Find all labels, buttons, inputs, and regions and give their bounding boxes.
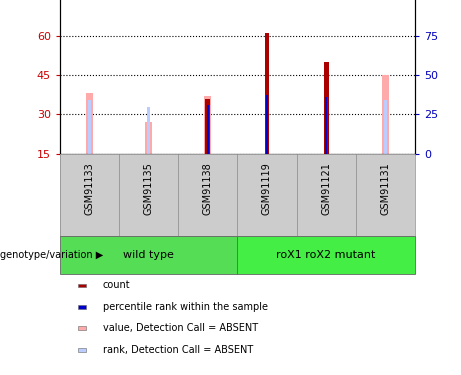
Text: count: count [102,280,130,291]
Bar [204,96,212,154]
Bar [382,75,389,154]
Text: roX1 roX2 mutant: roX1 roX2 mutant [277,250,376,260]
Text: GSM91133: GSM91133 [84,162,95,215]
Bar [206,99,210,154]
Bar [60,236,237,274]
Text: percentile rank within the sample: percentile rank within the sample [102,302,267,312]
Text: GSM91119: GSM91119 [262,162,272,215]
Bar [77,326,86,330]
Bar [207,105,209,154]
Bar [88,100,91,154]
Bar [384,100,387,154]
Bar [266,96,268,154]
Text: GSM91135: GSM91135 [144,162,154,215]
Text: genotype/variation ▶: genotype/variation ▶ [0,250,103,260]
Text: GSM91131: GSM91131 [380,162,390,215]
Text: GSM91138: GSM91138 [203,162,213,215]
Bar [325,97,327,154]
Bar [147,106,150,154]
Bar [206,104,210,154]
Bar [145,122,152,154]
Text: value, Detection Call = ABSENT: value, Detection Call = ABSENT [102,323,258,333]
Text: rank, Detection Call = ABSENT: rank, Detection Call = ABSENT [102,345,253,355]
Bar [86,93,93,154]
Text: wild type: wild type [123,250,174,260]
Bar [77,348,86,352]
Bar [77,305,86,309]
Text: GSM91121: GSM91121 [321,162,331,215]
Bar [237,236,415,274]
Bar [265,33,269,154]
Bar [324,62,329,154]
Bar [77,284,86,287]
